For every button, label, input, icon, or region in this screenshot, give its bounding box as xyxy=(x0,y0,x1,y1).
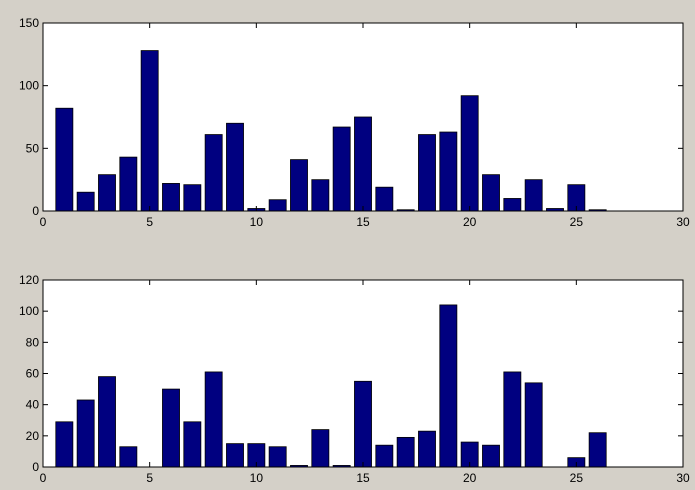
bar xyxy=(140,50,159,212)
bar xyxy=(204,134,223,212)
bar xyxy=(76,399,95,468)
x-tick-label: 15 xyxy=(356,471,370,485)
bar xyxy=(55,107,74,212)
bar xyxy=(503,198,522,212)
x-tick-label: 30 xyxy=(676,215,690,229)
bar xyxy=(460,95,479,212)
bar xyxy=(98,174,116,212)
bar xyxy=(418,430,436,468)
y-tick-label: 100 xyxy=(19,304,39,318)
bar xyxy=(482,444,500,468)
x-tick-label: 0 xyxy=(40,471,47,485)
bar xyxy=(183,421,202,468)
bar xyxy=(375,186,394,212)
bar xyxy=(354,380,372,468)
y-tick-label: 50 xyxy=(26,141,40,155)
y-tick-label: 40 xyxy=(26,398,40,412)
bar xyxy=(162,388,180,468)
x-tick-label: 20 xyxy=(463,215,477,229)
bar xyxy=(119,156,138,212)
bar xyxy=(55,421,74,468)
y-tick-label: 150 xyxy=(19,16,39,30)
y-tick-label: 80 xyxy=(26,335,40,349)
bar xyxy=(418,134,436,212)
x-tick-label: 25 xyxy=(570,215,584,229)
x-tick-label: 15 xyxy=(356,215,370,229)
y-tick-label: 120 xyxy=(19,273,39,287)
bar xyxy=(183,184,202,212)
bar xyxy=(98,376,116,468)
bar xyxy=(268,446,287,468)
x-tick-label: 5 xyxy=(146,215,153,229)
x-tick-label: 0 xyxy=(40,215,47,229)
bar xyxy=(354,116,372,212)
x-tick-label: 5 xyxy=(146,471,153,485)
x-tick-label: 10 xyxy=(250,215,264,229)
bar xyxy=(311,429,330,468)
bar xyxy=(76,191,95,212)
bar xyxy=(162,183,180,212)
x-tick-label: 30 xyxy=(676,471,690,485)
bar xyxy=(290,159,308,212)
x-tick-label: 25 xyxy=(570,471,584,485)
bar xyxy=(226,122,244,212)
bar xyxy=(439,131,458,212)
bar xyxy=(439,304,458,468)
bar xyxy=(524,179,543,212)
bar xyxy=(396,436,415,468)
y-tick-label: 20 xyxy=(26,429,40,443)
bar xyxy=(503,371,522,468)
bar xyxy=(588,432,607,468)
y-tick-label: 60 xyxy=(26,367,40,381)
bar xyxy=(524,382,543,468)
x-tick-label: 10 xyxy=(250,471,264,485)
bar xyxy=(226,443,244,468)
bar xyxy=(268,199,287,212)
bar xyxy=(482,174,500,212)
y-tick-label: 0 xyxy=(32,204,39,218)
bar xyxy=(311,179,330,212)
y-tick-label: 0 xyxy=(32,460,39,474)
y-tick-label: 100 xyxy=(19,79,39,93)
bar xyxy=(204,371,223,468)
bar xyxy=(375,444,394,468)
bar xyxy=(119,446,138,468)
bar xyxy=(332,126,351,212)
x-tick-label: 20 xyxy=(463,471,477,485)
